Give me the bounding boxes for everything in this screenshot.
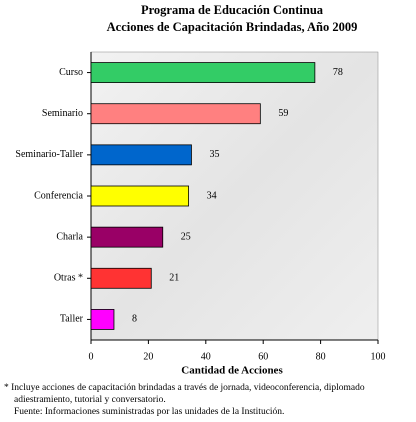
footnote: * Incluye acciones de capacitación brind…: [4, 382, 365, 393]
value-label: 78: [333, 67, 343, 78]
value-label: 35: [209, 149, 219, 160]
x-tick-label: 0: [89, 351, 94, 362]
y-tick-label: Seminario: [42, 108, 83, 119]
value-label: 59: [278, 108, 288, 119]
bar: [90, 185, 189, 207]
y-tick-label: Taller: [60, 314, 84, 325]
y-tick-label: Seminario-Taller: [15, 149, 83, 160]
chart-subtitle: Acciones de Capacitación Brindadas, Año …: [107, 20, 358, 34]
bar: [90, 62, 316, 83]
y-tick-label: Otras *: [54, 273, 83, 284]
x-axis-label: Cantidad de Acciones: [181, 365, 283, 377]
bar: [90, 103, 261, 125]
value-label: 21: [169, 273, 179, 284]
y-tick-label: Charla: [56, 231, 83, 242]
x-tick-label: 100: [371, 351, 386, 362]
x-tick-label: 40: [201, 351, 211, 362]
bar: [90, 309, 115, 330]
chart-title: Programa de Educación Continua: [141, 3, 324, 17]
value-label: 34: [207, 190, 217, 201]
bar: [90, 144, 192, 166]
footnote: Fuente: Informaciones suministradas por …: [14, 406, 284, 417]
x-tick-label: 80: [316, 351, 326, 362]
x-tick-label: 60: [258, 351, 268, 362]
value-label: 8: [132, 314, 137, 325]
y-tick-label: Conferencia: [34, 190, 83, 201]
x-tick-label: 20: [143, 351, 153, 362]
y-tick-label: Curso: [59, 67, 83, 78]
bar: [90, 267, 152, 289]
bar: [90, 226, 164, 248]
footnote: adiestramiento, tutorial y conversatorio…: [14, 395, 166, 405]
value-label: 25: [181, 231, 191, 242]
